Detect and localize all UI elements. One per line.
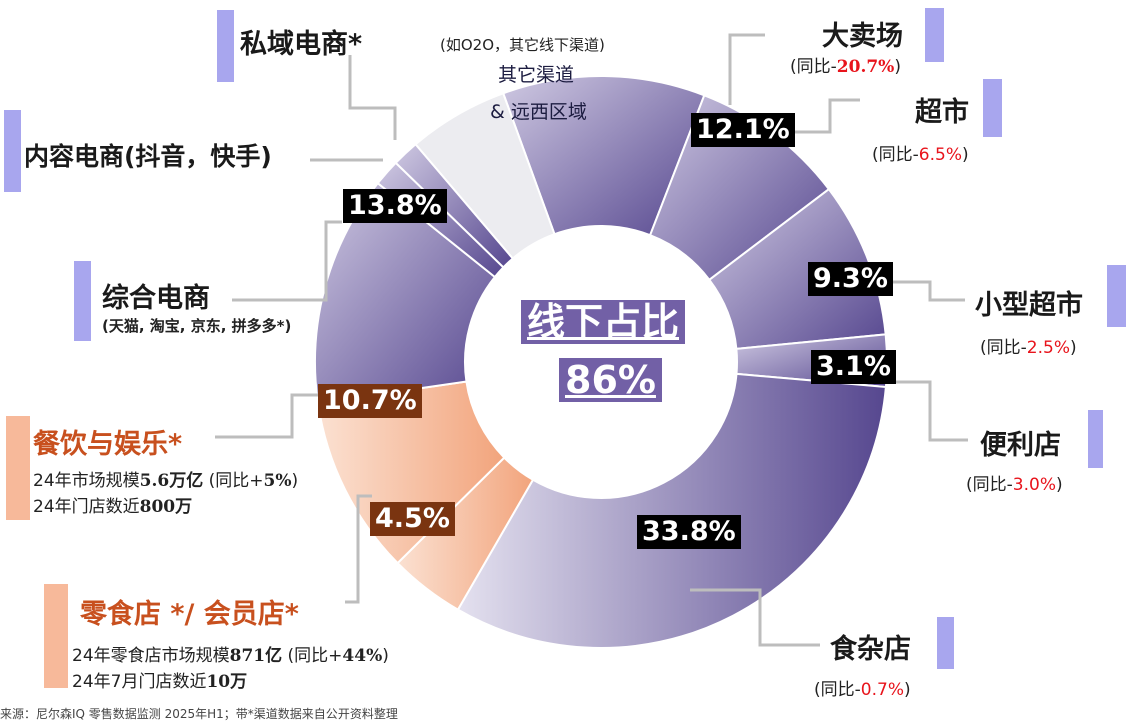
label-qita-line2: & 远西区域 <box>490 101 587 123</box>
canyin-line2: 24年门店数近800万 <box>33 497 193 517</box>
data-label-shiza: 33.8% <box>637 515 741 549</box>
leader-line-zonghe <box>232 220 342 302</box>
accent-bar-siyu <box>217 10 234 82</box>
label-chaoshi: 超市 <box>915 97 969 128</box>
canyin-line1: 24年市场规模5.6万亿 (同比+5%) <box>33 471 299 491</box>
donut-slice-10 <box>414 91 556 260</box>
label-lingshi: 零食店 */ 会员店* <box>80 599 299 630</box>
label-qita-note: (如O2O，其它线下渠道) <box>440 36 605 54</box>
accent-bar-damaichang <box>925 8 944 62</box>
accent-bar-shiza <box>937 617 954 669</box>
leader-line-canyin <box>215 393 320 439</box>
leader-line-damaichang <box>728 33 765 105</box>
label-damaichang: 大卖场 <box>822 21 903 52</box>
data-label-canyin: 10.7% <box>318 384 422 418</box>
label-shiza: 食杂店 <box>830 634 911 665</box>
label-siyu: 私域电商* <box>240 29 363 60</box>
data-label-damaichang: 12.1% <box>691 113 795 147</box>
yoy-damaichang: (同比-20.7%) <box>790 57 901 77</box>
label-zonghe: 综合电商 <box>102 283 210 314</box>
yoy-bianli: (同比-3.0%) <box>966 475 1063 495</box>
leader-line-chaoshi <box>790 98 860 134</box>
accent-bar-neirong <box>4 110 21 192</box>
yoy-shiza: (同比-0.7%) <box>814 680 911 700</box>
donut-slice-7 <box>313 181 497 405</box>
lingshi-line2: 24年7月门店数近10万 <box>72 672 248 692</box>
accent-bar-zonghe <box>74 261 91 341</box>
data-label-xiaoxing: 9.3% <box>808 262 893 296</box>
leader-line-siyu <box>348 55 397 140</box>
label-qita-line1: 其它渠道 <box>498 64 575 86</box>
accent-bar-chaoshi <box>983 79 1002 137</box>
donut-slice-4 <box>456 372 887 649</box>
accent-bar-lingshi <box>44 584 68 688</box>
source-note: 来源：尼尔森IQ 零售数据监测 2025年H1；带*渠道数据来自公开资料整理 <box>0 707 398 721</box>
yoy-xiaoxing: (同比-2.5%) <box>980 338 1077 358</box>
leader-line-lingshi <box>345 494 372 604</box>
data-label-zonghe: 13.8% <box>343 189 447 223</box>
label-neirong: 内容电商(抖音，快手) <box>24 142 272 171</box>
center-label: 线下占比 <box>521 300 686 344</box>
leader-line-shiza <box>690 588 820 647</box>
label-canyin: 餐饮与娱乐* <box>33 429 183 460</box>
leader-line-xiaoxing <box>880 280 965 302</box>
accent-bar-xiaoxing <box>1107 265 1126 327</box>
accent-bar-bianli <box>1088 410 1103 468</box>
yoy-chaoshi: (同比-6.5%) <box>872 145 969 165</box>
data-label-bianli: 3.1% <box>811 350 896 384</box>
data-label-lingshi: 4.5% <box>370 502 455 536</box>
label-zonghe-sub: (天猫, 淘宝, 京东, 拼多多*) <box>102 317 292 335</box>
leader-line-bianli <box>888 380 968 442</box>
center-value: 86% <box>559 358 662 402</box>
lingshi-line1: 24年零食店市场规模871亿 (同比+44%) <box>72 646 389 666</box>
accent-bar-canyin <box>6 416 30 520</box>
label-bianli: 便利店 <box>980 430 1061 461</box>
label-xiaoxing: 小型超市 <box>975 290 1083 321</box>
